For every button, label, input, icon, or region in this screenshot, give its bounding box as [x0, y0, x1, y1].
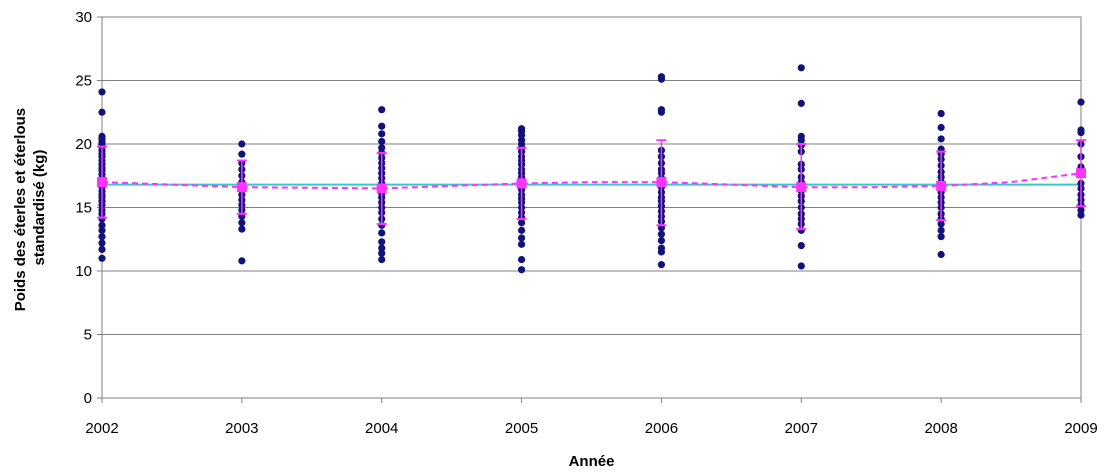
mean-marker — [1076, 168, 1086, 179]
data-point — [378, 229, 386, 237]
data-point — [98, 221, 106, 229]
data-point — [238, 225, 246, 233]
data-point — [378, 144, 386, 152]
data-point — [937, 135, 945, 143]
mean-marker — [97, 177, 107, 188]
data-point — [98, 254, 106, 262]
data-point — [1077, 211, 1085, 219]
mean-marker — [516, 178, 527, 189]
data-point — [238, 140, 246, 148]
data-point — [378, 244, 386, 252]
x-tick-label: 2004 — [365, 420, 398, 437]
data-point — [657, 236, 666, 245]
data-point — [657, 230, 666, 238]
x-tick-label: 2002 — [85, 420, 118, 437]
data-point — [517, 266, 526, 274]
data-point — [378, 106, 386, 114]
data-point — [797, 64, 805, 72]
data-point — [1077, 128, 1085, 137]
mean-marker — [936, 180, 947, 191]
data-point — [517, 234, 526, 242]
mean-marker — [796, 182, 807, 193]
y-tick-label: 20 — [75, 136, 92, 153]
data-point — [657, 248, 666, 256]
y-tick-label: 5 — [84, 327, 92, 344]
data-point — [797, 262, 805, 270]
data-point — [238, 257, 246, 265]
data-point — [378, 255, 386, 264]
data-point — [797, 242, 805, 250]
mean-marker — [236, 182, 247, 193]
data-point — [937, 233, 945, 241]
data-point — [98, 233, 106, 241]
data-point — [238, 219, 246, 227]
data-point — [378, 137, 386, 146]
x-tick-label: 2008 — [924, 420, 957, 437]
y-axis-title: Poids des éterles et éterlous standardis… — [12, 104, 48, 312]
data-point — [517, 226, 526, 234]
data-point — [98, 226, 106, 234]
mean-marker — [376, 183, 387, 194]
y-tick-label: 25 — [75, 73, 92, 90]
x-tick-label: 2007 — [785, 420, 818, 437]
data-point — [937, 226, 945, 234]
data-point — [98, 88, 106, 96]
y-tick-label: 0 — [84, 390, 92, 407]
y-axis-title-line-2: standardisé (kg) — [31, 150, 48, 266]
trend-line — [101, 172, 1082, 190]
data-point — [1077, 206, 1085, 214]
data-point — [657, 75, 666, 83]
series — [97, 64, 1086, 274]
gridlines — [102, 80, 1081, 335]
x-axis-title: Année — [569, 453, 615, 470]
y-tick-label: 10 — [75, 263, 92, 280]
data-point — [378, 238, 386, 246]
x-tick-label: 2006 — [645, 420, 678, 437]
mean-marker — [656, 177, 667, 188]
data-point — [378, 122, 386, 130]
data-point — [937, 250, 945, 259]
data-point — [98, 245, 106, 254]
data-point — [517, 255, 526, 264]
x-tick-label: 2003 — [225, 420, 258, 437]
data-point — [657, 261, 666, 269]
data-point — [378, 249, 386, 257]
data-point — [517, 131, 526, 139]
data-point — [937, 220, 945, 228]
data-point — [797, 136, 805, 144]
data-point — [238, 150, 246, 158]
x-tick-label: 2005 — [505, 420, 538, 437]
data-point — [517, 240, 526, 248]
y-axis: 0 5 10 15 20 25 30 — [75, 9, 102, 407]
y-tick-label: 30 — [75, 9, 92, 26]
data-point — [937, 109, 945, 118]
x-axis: 2002 2003 2004 2005 2006 2007 2008 2009 — [85, 398, 1098, 437]
data-point — [937, 123, 945, 132]
data-point — [98, 239, 106, 247]
data-point — [378, 130, 386, 138]
data-point — [98, 108, 106, 116]
y-axis-title-line-1: Poids des éterles et éterlous — [12, 108, 29, 311]
data-point — [517, 219, 526, 227]
y-tick-label: 15 — [75, 200, 92, 217]
data-point — [657, 108, 666, 116]
data-point — [1077, 98, 1085, 106]
x-tick-label: 2009 — [1064, 420, 1097, 437]
data-point — [797, 99, 805, 107]
